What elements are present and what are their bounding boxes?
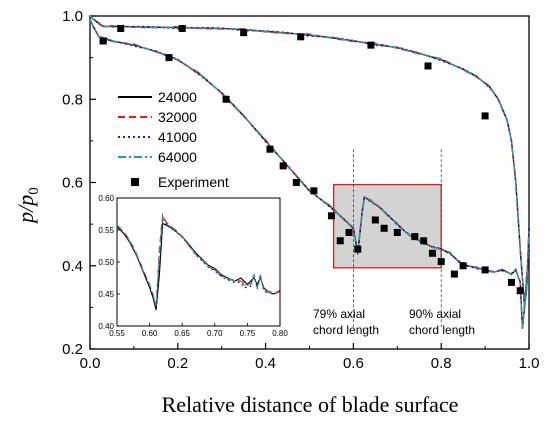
experiment-point	[516, 287, 524, 295]
experiment-point	[450, 270, 458, 278]
experiment-point	[297, 33, 305, 41]
experiment-point	[117, 24, 125, 32]
inset-x-tick-label: 0.75	[240, 329, 256, 338]
inset-y-tick-label: 0.45	[98, 290, 114, 299]
y-tick-label: 0.2	[62, 341, 83, 358]
y-axis-label: p/p0	[13, 187, 42, 225]
experiment-point	[393, 228, 401, 236]
inset-x-tick-label: 0.60	[142, 329, 158, 338]
experiment-points	[99, 24, 524, 295]
experiment-point	[380, 224, 388, 232]
experiment-point	[459, 262, 467, 270]
inset-y-tick-label: 0.55	[98, 226, 114, 235]
experiment-point	[367, 41, 375, 49]
experiment-point	[424, 62, 432, 70]
y-tick-label: 0.4	[62, 258, 83, 275]
x-tick-label: 0.0	[80, 355, 101, 372]
inset-series-line-64000	[116, 213, 281, 307]
experiment-point	[345, 228, 353, 236]
x-axis-label: Relative distance of blade surface	[162, 392, 459, 417]
experiment-point	[279, 162, 287, 170]
legend-swatch-experiment	[131, 178, 139, 186]
main-axis-ticks: 0.0 0.2 0.4 0.6 0.8 1.00.20.40.60.81.0	[62, 8, 539, 372]
legend-label-64000: 64000	[158, 149, 197, 165]
y-tick-label: 0.6	[62, 175, 83, 192]
experiment-point	[411, 233, 419, 241]
x-tick-label: 0.6	[343, 355, 364, 372]
x-tick-label: 1.0	[519, 355, 540, 372]
x-tick-label: 0.2	[167, 355, 188, 372]
annotation-90-line2: chord length	[409, 323, 475, 337]
experiment-point	[437, 258, 445, 266]
inset-x-tick-label: 0.70	[207, 329, 223, 338]
annotation-79-line2: chord length	[313, 323, 379, 337]
experiment-point	[266, 145, 274, 153]
experiment-point	[481, 266, 489, 274]
x-tick-label: 0.8	[431, 355, 452, 372]
legend-label-24000: 24000	[158, 89, 197, 105]
inset-y-tick-label: 0.50	[98, 258, 114, 267]
experiment-point	[99, 37, 107, 45]
experiment-point	[507, 278, 515, 286]
series-lines	[89, 14, 530, 329]
legend-label-41000: 41000	[158, 129, 197, 145]
experiment-point	[336, 237, 344, 245]
inset-x-tick-label: 0.55	[109, 329, 125, 338]
inset-y-tick-label: 0.60	[98, 194, 114, 203]
inset-y-tick-label: 0.40	[98, 322, 114, 331]
experiment-point	[420, 237, 428, 245]
inset-series-line-41000	[116, 216, 281, 307]
inset-x-tick-label: 0.65	[174, 329, 190, 338]
legend: 24000 32000 41000 64000 Experiment	[118, 89, 229, 190]
experiment-point	[428, 249, 436, 257]
experiment-point	[481, 112, 489, 120]
y-axis-label-main: p/p	[13, 195, 38, 225]
annotation-79-line1: 79% axial	[313, 307, 365, 321]
experiment-point	[354, 245, 362, 253]
experiment-point	[310, 187, 318, 195]
experiment-point	[165, 54, 173, 62]
inset-axis-ticks: 0.55 0.60 0.65 0.70 0.75 0.80 0.40 0.45 0.50 0.55…	[98, 194, 288, 338]
experiment-point	[327, 212, 335, 220]
y-tick-label: 1.0	[62, 8, 83, 25]
series-line-64000	[89, 19, 530, 329]
experiment-point	[240, 29, 248, 37]
annotation-90-line1: 90% axial	[409, 307, 461, 321]
y-axis-label-subscript: 0	[26, 187, 42, 195]
experiment-point	[292, 179, 300, 186]
experiment-point	[222, 95, 230, 103]
experiment-point	[371, 216, 379, 224]
x-tick-label: 0.4	[255, 355, 276, 372]
inset-background	[116, 197, 281, 327]
series-line-41000	[89, 16, 530, 307]
legend-label-32000: 32000	[158, 109, 197, 125]
experiment-point	[178, 24, 186, 32]
inset-series-lines	[116, 213, 281, 311]
y-tick-label: 0.8	[62, 91, 83, 108]
legend-label-experiment: Experiment	[158, 174, 229, 190]
inset-x-tick-label: 0.80	[272, 329, 288, 338]
